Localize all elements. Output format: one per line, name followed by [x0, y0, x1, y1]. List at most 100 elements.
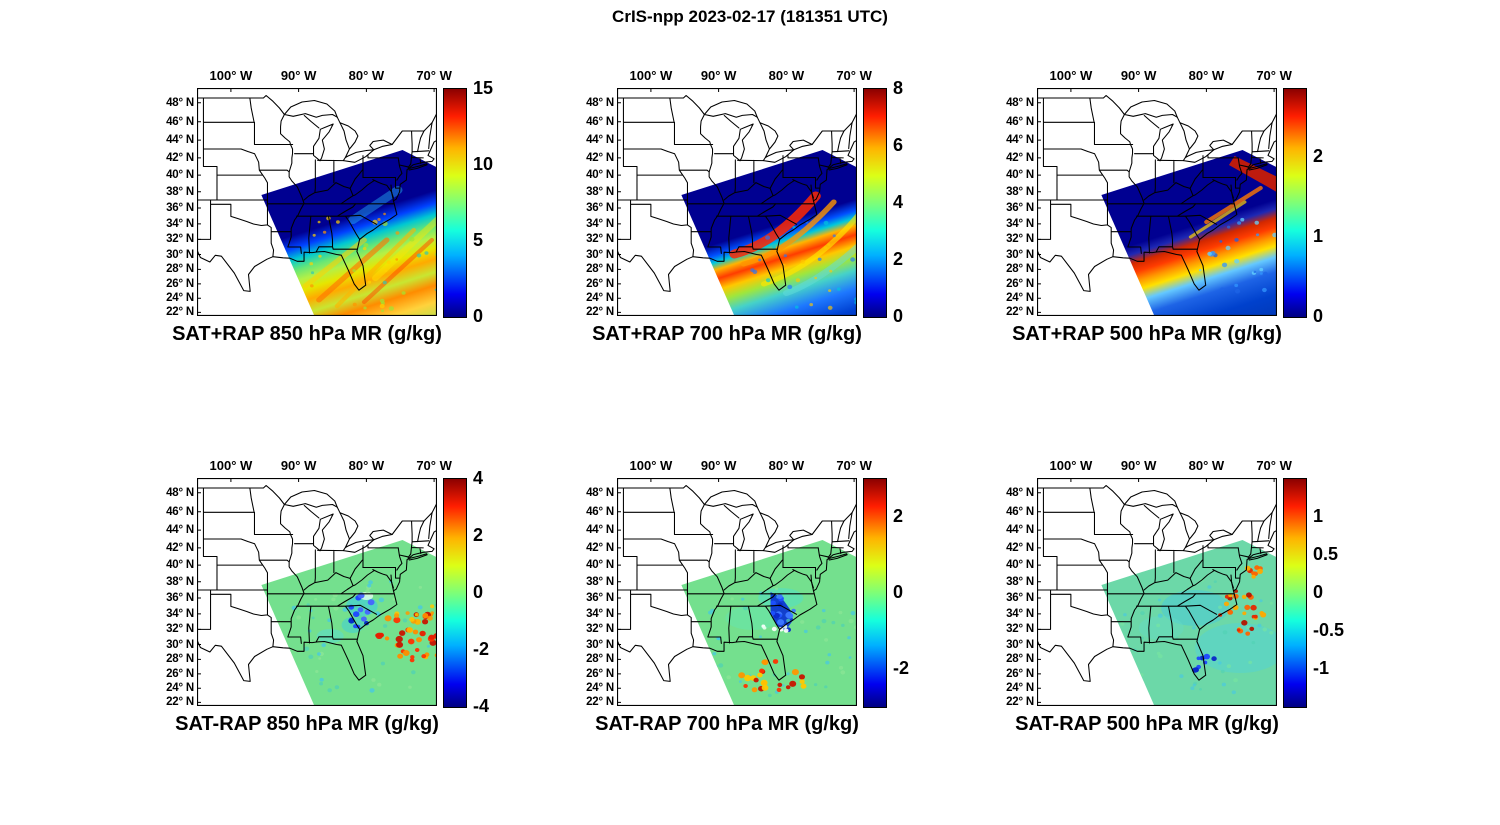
lat-axis-label: 28° N — [166, 263, 194, 276]
data-point — [772, 659, 779, 664]
lat-axis-label: 40° N — [166, 169, 194, 182]
data-point — [406, 627, 414, 633]
data-point — [717, 637, 721, 641]
panel-title: SAT-RAP 700 hPa MR (g/kg) — [595, 713, 859, 735]
data-point — [311, 616, 315, 620]
lat-axis-label: 36° N — [166, 202, 194, 214]
colorbar-tick-label: 0 — [893, 582, 904, 602]
data-point — [1187, 600, 1192, 604]
data-point — [1199, 688, 1202, 691]
data-point — [803, 629, 808, 634]
data-point — [363, 306, 367, 310]
data-point — [409, 617, 415, 622]
data-point — [1237, 221, 1242, 225]
data-swath — [1101, 150, 1277, 316]
data-point — [1213, 580, 1217, 583]
data-point — [750, 268, 755, 272]
lat-axis-label: 22° N — [166, 306, 194, 319]
data-point — [824, 638, 829, 642]
data-point — [380, 309, 385, 313]
lon-axis-label: 80° W — [768, 68, 805, 83]
data-point — [800, 683, 807, 689]
data-point — [1241, 594, 1247, 599]
data-point — [378, 597, 385, 603]
colorbar — [863, 478, 887, 708]
data-point — [1218, 605, 1222, 609]
lat-axis-label: 44° N — [166, 134, 194, 147]
data-point — [408, 685, 412, 689]
data-point — [776, 687, 782, 692]
data-point — [1219, 240, 1223, 243]
colorbar-ticks: 8 6 4 2 0 — [893, 78, 939, 326]
map-plot — [197, 478, 437, 706]
data-point — [765, 278, 771, 283]
data-point — [847, 636, 851, 640]
data-point — [824, 685, 828, 689]
lat-axis-label: 34° N — [166, 607, 194, 620]
data-point — [384, 636, 390, 641]
lon-axis-label: 80° W — [1188, 68, 1225, 83]
lon-axis-label: 90° W — [700, 68, 737, 83]
data-point — [772, 245, 776, 249]
data-point — [402, 618, 408, 623]
lat-axis-label: 40° N — [166, 559, 194, 572]
lat-axis-label: 40° N — [1006, 169, 1034, 182]
data-point — [1127, 661, 1133, 666]
data-point — [1231, 690, 1236, 695]
data-point — [1251, 574, 1256, 579]
colorbar-tick-label: 0 — [473, 306, 484, 326]
colorbar-tick-label: 4 — [893, 192, 904, 212]
data-point — [312, 233, 316, 237]
data-point — [372, 219, 378, 225]
data-point — [367, 583, 372, 588]
panel-sat-plus-rap-500: 100° W 90° W 80° W 70° W 48° N 46° N 44° N 42°… — [977, 56, 1359, 362]
data-point — [417, 605, 423, 610]
data-point — [319, 677, 324, 682]
lon-axis-label: 100° W — [629, 68, 673, 83]
data-point — [765, 235, 771, 240]
data-point — [318, 254, 322, 258]
plot-frame — [1037, 478, 1277, 706]
data-point — [714, 664, 718, 668]
data-point — [367, 280, 372, 284]
lat-axis-label: 44° N — [586, 134, 614, 147]
lat-axis-label: 28° N — [1006, 653, 1034, 666]
lat-axis-label: 22° N — [1006, 696, 1034, 709]
data-point — [333, 606, 339, 611]
panel-title: SAT+RAP 850 hPa MR (g/kg) — [172, 323, 442, 345]
lat-axis-label: 26° N — [1006, 277, 1034, 290]
data-point — [383, 212, 386, 216]
data-point — [393, 613, 400, 618]
data-point — [386, 260, 391, 264]
data-point — [382, 280, 387, 285]
panel-sat-minus-rap-700: 100° W 90° W 80° W 70° W 48° N 46° N 44° N 42°… — [557, 446, 939, 752]
data-point — [416, 253, 422, 258]
data-point — [318, 657, 322, 660]
data-point — [787, 284, 793, 290]
lat-axis-label: 28° N — [586, 263, 614, 276]
data-point — [759, 635, 762, 638]
data-point — [410, 655, 415, 659]
data-point — [396, 641, 404, 648]
colorbar-tick-label: -2 — [473, 639, 490, 659]
panel-sat-plus-rap-700: 100° W 90° W 80° W 70° W 48° N 46° N 44° N 42°… — [557, 56, 939, 362]
data-point — [342, 607, 348, 612]
lon-axis-label: 100° W — [209, 458, 253, 473]
lat-axis-label: 40° N — [586, 169, 614, 182]
data-point — [758, 258, 762, 262]
data-point — [800, 259, 806, 264]
data-point — [823, 220, 829, 225]
data-point — [1251, 571, 1256, 576]
colorbar-ticks: 2 1 0 — [1313, 88, 1359, 326]
data-point — [821, 619, 827, 624]
data-point — [1221, 262, 1228, 268]
data-point — [1220, 669, 1225, 674]
lon-axis-label: 80° W — [768, 458, 805, 473]
data-point — [395, 231, 400, 235]
data-point — [383, 268, 388, 273]
data-point — [838, 610, 843, 615]
data-point — [1227, 609, 1234, 615]
data-point — [1192, 626, 1196, 630]
data-point — [277, 656, 283, 661]
data-point — [1156, 623, 1161, 628]
